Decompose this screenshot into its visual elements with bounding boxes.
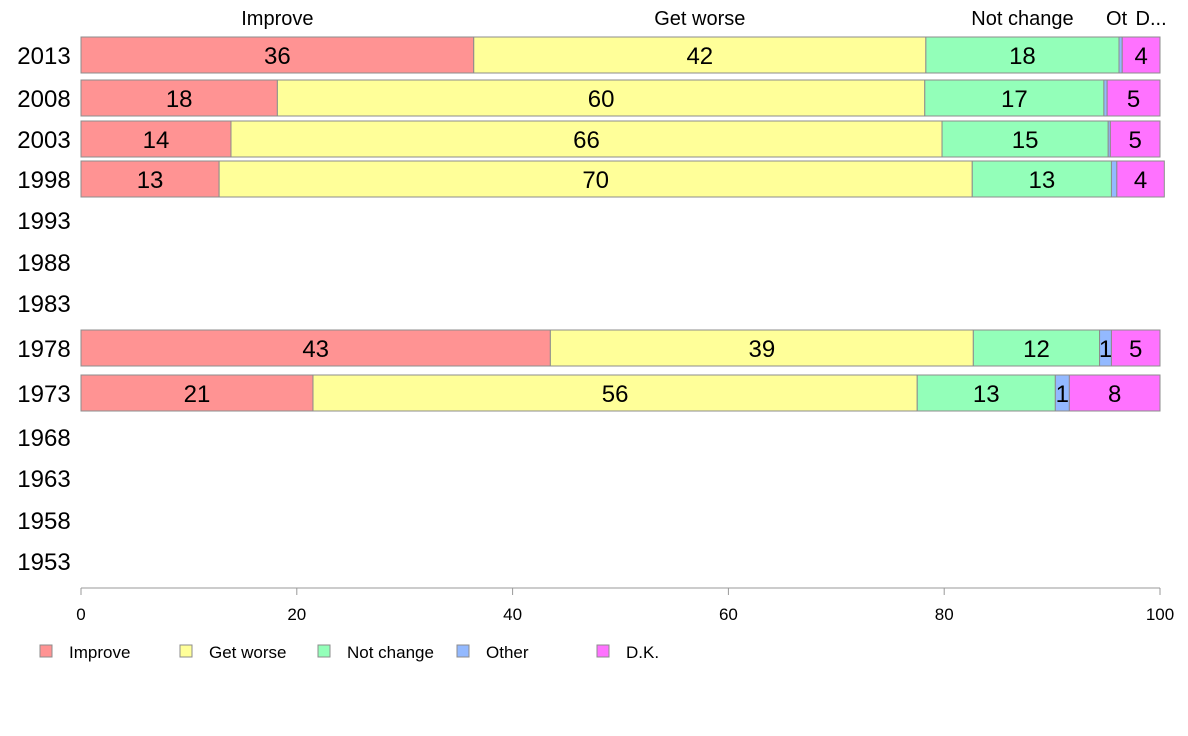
bar-segment: [473, 36, 927, 74]
bar-segment: [1110, 160, 1118, 198]
data-label: 13: [973, 381, 1000, 408]
category-label: 2008: [17, 86, 70, 113]
bar-segment: [276, 79, 926, 117]
data-label: 42: [686, 43, 713, 70]
bar-segment: [80, 36, 475, 74]
data-label: 17: [1001, 86, 1028, 113]
data-label: 21: [184, 381, 211, 408]
legend-label: D.K.: [626, 643, 659, 662]
data-label: 43: [302, 336, 329, 363]
data-label: 13: [137, 167, 164, 194]
category-label: 1953: [17, 549, 70, 576]
bar-segment: [941, 120, 1109, 158]
bar-segment: [916, 374, 1056, 412]
bar-segment: [972, 329, 1101, 367]
category-label: 1958: [17, 508, 70, 535]
legend-label: Not change: [347, 643, 434, 662]
data-label: 18: [1009, 43, 1036, 70]
top-label: Ot: [1106, 8, 1128, 30]
data-label: 4: [1134, 43, 1147, 70]
data-label: 15: [1012, 127, 1039, 154]
category-label: 1968: [17, 425, 70, 452]
category-label: 1988: [17, 250, 70, 277]
data-label: 12: [1023, 336, 1050, 363]
data-label: 66: [573, 127, 600, 154]
legend-swatch: [456, 644, 470, 658]
category-label: 1963: [17, 466, 70, 493]
bar-segment: [1109, 120, 1161, 158]
data-label: 1: [1056, 381, 1069, 408]
x-tick-label: 40: [503, 605, 522, 624]
bar-segment: [1068, 374, 1161, 412]
legend-swatch: [179, 644, 193, 658]
data-label: 14: [143, 127, 170, 154]
category-label: 2013: [17, 43, 70, 70]
category-label: 1998: [17, 167, 70, 194]
bar-segment: [1110, 329, 1161, 367]
data-label: 39: [748, 336, 775, 363]
data-label: 70: [582, 167, 609, 194]
x-tick-label: 100: [1146, 605, 1174, 624]
data-label: 4: [1134, 167, 1147, 194]
data-label: 1: [1099, 336, 1112, 363]
top-label: Get worse: [654, 8, 745, 30]
bar-segment: [1121, 36, 1161, 74]
legend-label: Get worse: [209, 643, 286, 662]
category-label: 1983: [17, 291, 70, 318]
x-tick-label: 80: [935, 605, 954, 624]
bar-segment: [971, 160, 1112, 198]
bar-segment: [80, 79, 278, 117]
top-label: Improve: [241, 8, 313, 30]
data-label: 36: [264, 43, 291, 70]
data-label: 8: [1108, 381, 1121, 408]
bar-segment: [80, 329, 551, 367]
category-label: 1973: [17, 381, 70, 408]
x-tick-label: 0: [76, 605, 85, 624]
top-label: D...: [1136, 8, 1167, 30]
bar-segment: [924, 79, 1105, 117]
data-label: 5: [1129, 336, 1142, 363]
data-label: 56: [602, 381, 629, 408]
bar-segment: [549, 329, 974, 367]
bar-segment: [1116, 160, 1165, 198]
bar-segment: [80, 120, 232, 158]
bar-segment: [80, 160, 220, 198]
data-label: 18: [166, 86, 193, 113]
category-label: 1978: [17, 336, 70, 363]
legend-swatch: [596, 644, 610, 658]
top-label: Not change: [971, 8, 1073, 30]
bar-segment: [80, 374, 314, 412]
data-label: 5: [1127, 86, 1140, 113]
category-label: 1993: [17, 208, 70, 235]
legend-swatch: [39, 644, 53, 658]
x-tick-label: 60: [719, 605, 738, 624]
legend-label: Improve: [69, 643, 130, 662]
category-label: 2003: [17, 127, 70, 154]
x-tick-label: 20: [287, 605, 306, 624]
bar-segment: [1106, 79, 1161, 117]
data-label: 5: [1129, 127, 1142, 154]
bar-segment: [925, 36, 1120, 74]
legend-swatch: [317, 644, 331, 658]
data-label: 60: [588, 86, 615, 113]
bar-segment: [312, 374, 918, 412]
legend-label: Other: [486, 643, 529, 662]
data-label: 13: [1028, 167, 1055, 194]
